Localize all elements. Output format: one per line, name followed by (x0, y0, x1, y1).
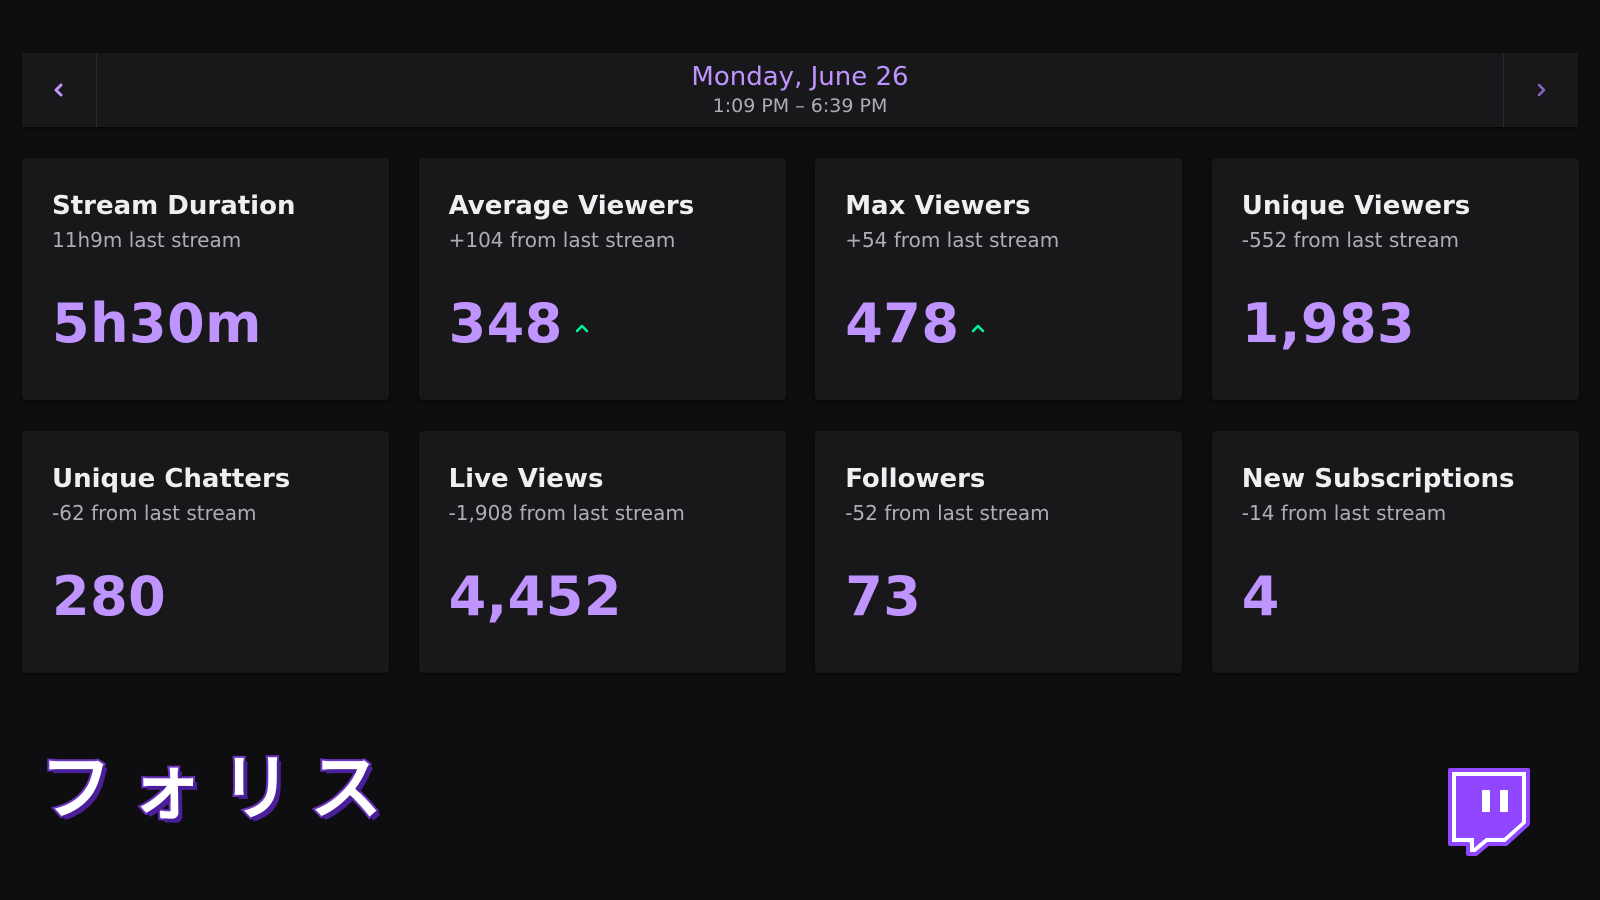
stat-title: New Subscriptions (1241, 464, 1515, 494)
next-stream-button[interactable] (1503, 53, 1578, 127)
stream-date-display: Monday, June 26 1:09 PM – 6:39 PM (97, 53, 1503, 127)
stat-value: 348 (448, 292, 563, 355)
stat-comparison: 11h9m last stream (52, 228, 242, 252)
stat-comparison: -62 from last stream (52, 501, 257, 525)
stat-value: 5h30m (52, 292, 262, 355)
stat-title: Max Viewers (845, 191, 1031, 221)
stat-card-new-subscriptions: New Subscriptions -14 from last stream 4 (1211, 431, 1579, 673)
stat-value: 1,983 (1241, 292, 1416, 355)
stat-value: 478 (845, 292, 960, 355)
stat-card-stream-duration: Stream Duration 11h9m last stream 5h30m (22, 158, 389, 400)
stat-title: Average Viewers (448, 191, 695, 221)
previous-stream-button[interactable] (22, 53, 97, 127)
stat-comparison: +104 from last stream (448, 228, 676, 252)
stat-title: Unique Chatters (52, 464, 291, 494)
stat-title: Live Views (448, 464, 604, 494)
stat-card-unique-viewers: Unique Viewers -552 from last stream 1,9… (1211, 158, 1579, 400)
chevron-left-icon (54, 83, 63, 97)
stat-comparison: +54 from last stream (845, 228, 1060, 252)
stat-comparison: -14 from last stream (1241, 501, 1447, 525)
stats-grid: Stream Duration 11h9m last stream 5h30m … (22, 158, 1579, 673)
stat-card-live-views: Live Views -1,908 from last stream 4,452 (418, 431, 786, 673)
stat-comparison: -1,908 from last stream (448, 501, 685, 525)
trend-up-icon (972, 324, 985, 333)
stream-date: Monday, June 26 (691, 62, 909, 92)
stream-time-range: 1:09 PM – 6:39 PM (712, 95, 888, 117)
stat-value: 4 (1241, 565, 1280, 628)
stat-card-unique-chatters: Unique Chatters -62 from last stream 280 (22, 431, 389, 673)
chevron-right-icon (1537, 83, 1546, 97)
stat-comparison: -552 from last stream (1241, 228, 1459, 252)
stat-card-average-viewers: Average Viewers +104 from last stream 34… (418, 158, 786, 400)
stat-card-max-viewers: Max Viewers +54 from last stream 478 (815, 158, 1183, 400)
stat-comparison: -52 from last stream (845, 501, 1050, 525)
stat-value: 4,452 (448, 565, 622, 628)
stat-value: 280 (52, 565, 167, 628)
twitch-logo-icon (1448, 768, 1530, 856)
stat-title: Stream Duration (52, 191, 296, 221)
stat-title: Followers (845, 464, 986, 494)
stat-card-followers: Followers -52 from last stream 73 (815, 431, 1183, 673)
trend-up-icon (575, 324, 589, 333)
date-navigation-bar: Monday, June 26 1:09 PM – 6:39 PM (22, 53, 1578, 127)
stat-title: Unique Viewers (1241, 191, 1471, 221)
channel-name-logo: フォリス (38, 746, 401, 830)
stat-value: 73 (845, 565, 922, 628)
